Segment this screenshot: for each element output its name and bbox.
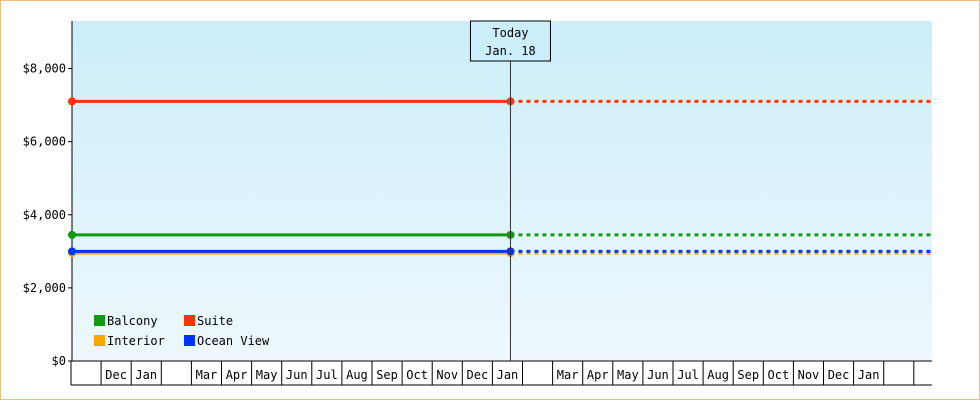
month-label: Aug xyxy=(707,368,729,382)
month-label: Jun xyxy=(286,368,308,382)
series-layer xyxy=(68,97,932,258)
month-label: Apr xyxy=(587,368,609,382)
month-label: Jan xyxy=(135,368,157,382)
month-label: Mar xyxy=(557,368,579,382)
month-label: Jan xyxy=(858,368,880,382)
month-label: Jul xyxy=(316,368,338,382)
y-tick-label: $8,000 xyxy=(23,62,66,76)
series-point-start xyxy=(68,97,76,106)
today-date: Jan. 18 xyxy=(485,44,536,58)
month-label: May xyxy=(617,368,639,382)
legend-swatch xyxy=(184,335,195,346)
month-label: Nov xyxy=(436,368,458,382)
month-label: Sep xyxy=(737,368,759,382)
legend-label: Suite xyxy=(197,314,233,328)
month-label: May xyxy=(256,368,278,382)
y-tick-label: $6,000 xyxy=(23,135,66,149)
legend-label: Ocean View xyxy=(197,334,270,348)
month-label: Aug xyxy=(346,368,368,382)
month-label: Dec xyxy=(467,368,489,382)
legend-label: Balcony xyxy=(107,314,158,328)
legend-swatch xyxy=(184,315,195,326)
legend-swatch xyxy=(94,315,105,326)
month-label: Dec xyxy=(105,368,127,382)
month-label: Jun xyxy=(647,368,669,382)
y-tick-label: $2,000 xyxy=(23,281,66,295)
month-label: Sep xyxy=(376,368,398,382)
y-tick-label: $4,000 xyxy=(23,208,66,222)
month-label: Oct xyxy=(406,368,428,382)
month-label: Apr xyxy=(226,368,248,382)
y-tick-label: $0 xyxy=(52,354,66,368)
legend-label: Interior xyxy=(107,334,165,348)
today-label: Today xyxy=(492,26,528,40)
series-point-start xyxy=(68,230,76,239)
x-axis: Dec Jan Mar Apr May Jun Jul Aug Sep Oct Nov Dec Jan M… xyxy=(70,361,932,386)
y-axis: $0 $2,000 $4,000 $6,000 $8,000 xyxy=(23,21,932,368)
month-label: Jul xyxy=(677,368,699,382)
month-label: Oct xyxy=(768,368,790,382)
month-label: Mar xyxy=(196,368,218,382)
today-marker: Today Jan. 18 xyxy=(469,20,551,361)
month-label: Jan xyxy=(497,368,519,382)
legend: Balcony Suite Interior Ocean View xyxy=(94,314,270,348)
series-point-start xyxy=(68,247,76,256)
month-label: Dec xyxy=(828,368,850,382)
plot-background xyxy=(72,21,932,361)
month-label: Nov xyxy=(798,368,820,382)
today-box xyxy=(469,20,551,62)
legend-swatch xyxy=(94,335,105,346)
